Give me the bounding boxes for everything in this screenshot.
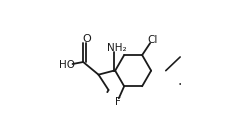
- Text: HO: HO: [59, 60, 75, 70]
- Text: NH₂: NH₂: [107, 43, 127, 53]
- Text: Cl: Cl: [148, 35, 158, 45]
- Text: F: F: [114, 97, 120, 107]
- Text: O: O: [82, 34, 91, 44]
